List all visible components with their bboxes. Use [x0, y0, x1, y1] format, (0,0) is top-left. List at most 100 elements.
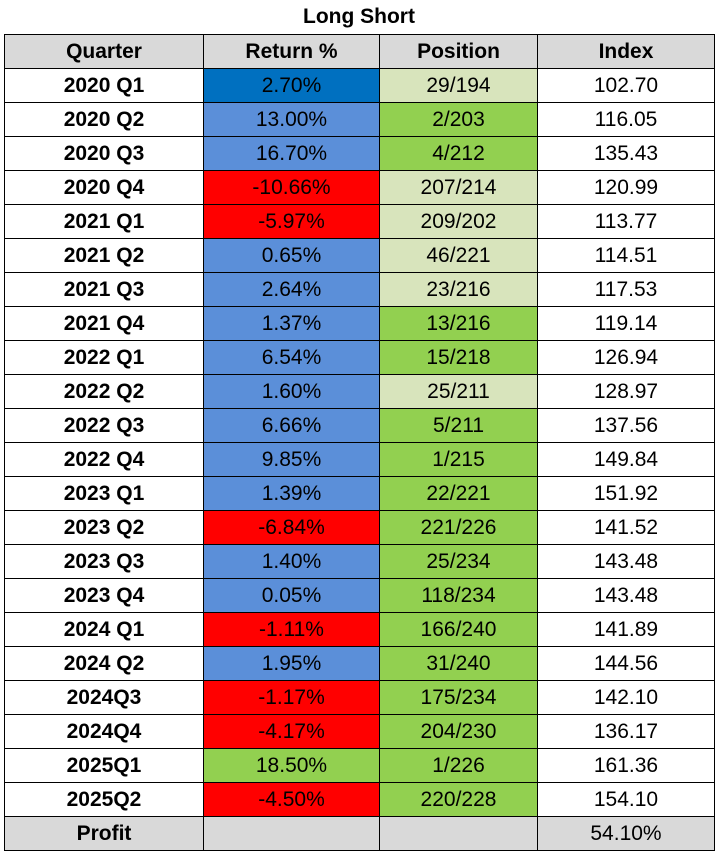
cell-quarter[interactable]: 2022 Q1	[4, 340, 204, 375]
cell-position[interactable]: 166/240	[379, 612, 538, 647]
cell-position[interactable]: 175/234	[379, 680, 538, 715]
cell-return[interactable]: 13.00%	[203, 102, 380, 137]
header-quarter[interactable]: Quarter	[4, 34, 204, 69]
cell-position[interactable]: 4/212	[379, 136, 538, 171]
cell-position[interactable]: 22/221	[379, 476, 538, 511]
cell-return[interactable]: 1.37%	[203, 306, 380, 341]
cell-return[interactable]: 0.65%	[203, 238, 380, 273]
cell-index[interactable]: 136.17	[537, 714, 715, 749]
cell-return[interactable]: 6.66%	[203, 408, 380, 443]
cell-index[interactable]: 151.92	[537, 476, 715, 511]
cell-quarter[interactable]: 2020 Q3	[4, 136, 204, 171]
cell-quarter[interactable]: 2025Q2	[4, 782, 204, 817]
cell-quarter[interactable]: 2021 Q4	[4, 306, 204, 341]
cell-position[interactable]: 5/211	[379, 408, 538, 443]
cell-quarter[interactable]: 2024Q4	[4, 714, 204, 749]
cell-quarter[interactable]: 2021 Q2	[4, 238, 204, 273]
cell-return[interactable]: 9.85%	[203, 442, 380, 477]
header-index[interactable]: Index	[537, 34, 715, 69]
cell-position[interactable]: 1/226	[379, 748, 538, 783]
cell-index[interactable]: 143.48	[537, 578, 715, 613]
cell-quarter[interactable]: 2023 Q3	[4, 544, 204, 579]
cell-index[interactable]: 128.97	[537, 374, 715, 409]
cell-return[interactable]: -4.50%	[203, 782, 380, 817]
cell-quarter[interactable]: 2022 Q2	[4, 374, 204, 409]
cell-return[interactable]: 0.05%	[203, 578, 380, 613]
cell-index[interactable]: 154.10	[537, 782, 715, 817]
cell-return[interactable]: -1.17%	[203, 680, 380, 715]
cell-quarter[interactable]: 2020 Q4	[4, 170, 204, 205]
cell-quarter[interactable]: 2022 Q4	[4, 442, 204, 477]
cell-quarter[interactable]: 2023 Q1	[4, 476, 204, 511]
cell-quarter[interactable]: 2024Q3	[4, 680, 204, 715]
cell-position[interactable]: 207/214	[379, 170, 538, 205]
cell-return[interactable]: 1.95%	[203, 646, 380, 681]
cell-position[interactable]: 31/240	[379, 646, 538, 681]
cell-index[interactable]: 161.36	[537, 748, 715, 783]
cell-index[interactable]: 143.48	[537, 544, 715, 579]
cell-return[interactable]: 16.70%	[203, 136, 380, 171]
cell-quarter[interactable]: 2024 Q2	[4, 646, 204, 681]
cell-quarter[interactable]: 2024 Q1	[4, 612, 204, 647]
footer-position[interactable]	[379, 816, 538, 851]
cell-quarter[interactable]: 2020 Q2	[4, 102, 204, 137]
cell-return[interactable]: 1.39%	[203, 476, 380, 511]
cell-position[interactable]: 13/216	[379, 306, 538, 341]
cell-quarter[interactable]: 2022 Q3	[4, 408, 204, 443]
cell-index[interactable]: 120.99	[537, 170, 715, 205]
cell-index[interactable]: 135.43	[537, 136, 715, 171]
header-position[interactable]: Position	[379, 34, 538, 69]
cell-quarter[interactable]: 2021 Q1	[4, 204, 204, 239]
cell-position[interactable]: 221/226	[379, 510, 538, 545]
cell-position[interactable]: 23/216	[379, 272, 538, 307]
cell-position[interactable]: 29/194	[379, 68, 538, 103]
cell-index[interactable]: 117.53	[537, 272, 715, 307]
cell-quarter[interactable]: 2023 Q4	[4, 578, 204, 613]
cell-return[interactable]: -5.97%	[203, 204, 380, 239]
cell-position[interactable]: 209/202	[379, 204, 538, 239]
cell-index[interactable]: 113.77	[537, 204, 715, 239]
cell-quarter[interactable]: 2021 Q3	[4, 272, 204, 307]
table-row: 2021 Q3 2.64% 23/216 117.53	[4, 272, 715, 307]
cell-index[interactable]: 126.94	[537, 340, 715, 375]
cell-index[interactable]: 141.52	[537, 510, 715, 545]
cell-position[interactable]: 15/218	[379, 340, 538, 375]
cell-quarter[interactable]: 2025Q1	[4, 748, 204, 783]
footer-label[interactable]: Profit	[4, 816, 204, 851]
cell-quarter[interactable]: 2020 Q1	[4, 68, 204, 103]
cell-index[interactable]: 137.56	[537, 408, 715, 443]
header-return[interactable]: Return %	[203, 34, 380, 69]
footer-profit[interactable]: 54.10%	[537, 816, 715, 851]
cell-position[interactable]: 118/234	[379, 578, 538, 613]
cell-position[interactable]: 46/221	[379, 238, 538, 273]
cell-return[interactable]: -6.84%	[203, 510, 380, 545]
cell-return[interactable]: 1.40%	[203, 544, 380, 579]
cell-return[interactable]: -10.66%	[203, 170, 380, 205]
cell-index[interactable]: 142.10	[537, 680, 715, 715]
cell-position[interactable]: 204/230	[379, 714, 538, 749]
table-row: 2024Q3 -1.17% 175/234 142.10	[4, 680, 715, 715]
cell-position[interactable]: 25/234	[379, 544, 538, 579]
cell-position[interactable]: 25/211	[379, 374, 538, 409]
cell-index[interactable]: 141.89	[537, 612, 715, 647]
cell-return[interactable]: -4.17%	[203, 714, 380, 749]
table-row: 2025Q2 -4.50% 220/228 154.10	[4, 782, 715, 817]
cell-return[interactable]: 2.64%	[203, 272, 380, 307]
cell-position[interactable]: 1/215	[379, 442, 538, 477]
cell-index[interactable]: 114.51	[537, 238, 715, 273]
cell-position[interactable]: 2/203	[379, 102, 538, 137]
cell-position[interactable]: 220/228	[379, 782, 538, 817]
cell-index[interactable]: 119.14	[537, 306, 715, 341]
table-row: 2021 Q1 -5.97% 209/202 113.77	[4, 204, 715, 239]
cell-quarter[interactable]: 2023 Q2	[4, 510, 204, 545]
cell-index[interactable]: 144.56	[537, 646, 715, 681]
cell-index[interactable]: 116.05	[537, 102, 715, 137]
cell-index[interactable]: 102.70	[537, 68, 715, 103]
cell-return[interactable]: 18.50%	[203, 748, 380, 783]
cell-return[interactable]: 1.60%	[203, 374, 380, 409]
cell-return[interactable]: 6.54%	[203, 340, 380, 375]
cell-return[interactable]: -1.11%	[203, 612, 380, 647]
cell-index[interactable]: 149.84	[537, 442, 715, 477]
footer-return[interactable]	[203, 816, 380, 851]
cell-return[interactable]: 2.70%	[203, 68, 380, 103]
